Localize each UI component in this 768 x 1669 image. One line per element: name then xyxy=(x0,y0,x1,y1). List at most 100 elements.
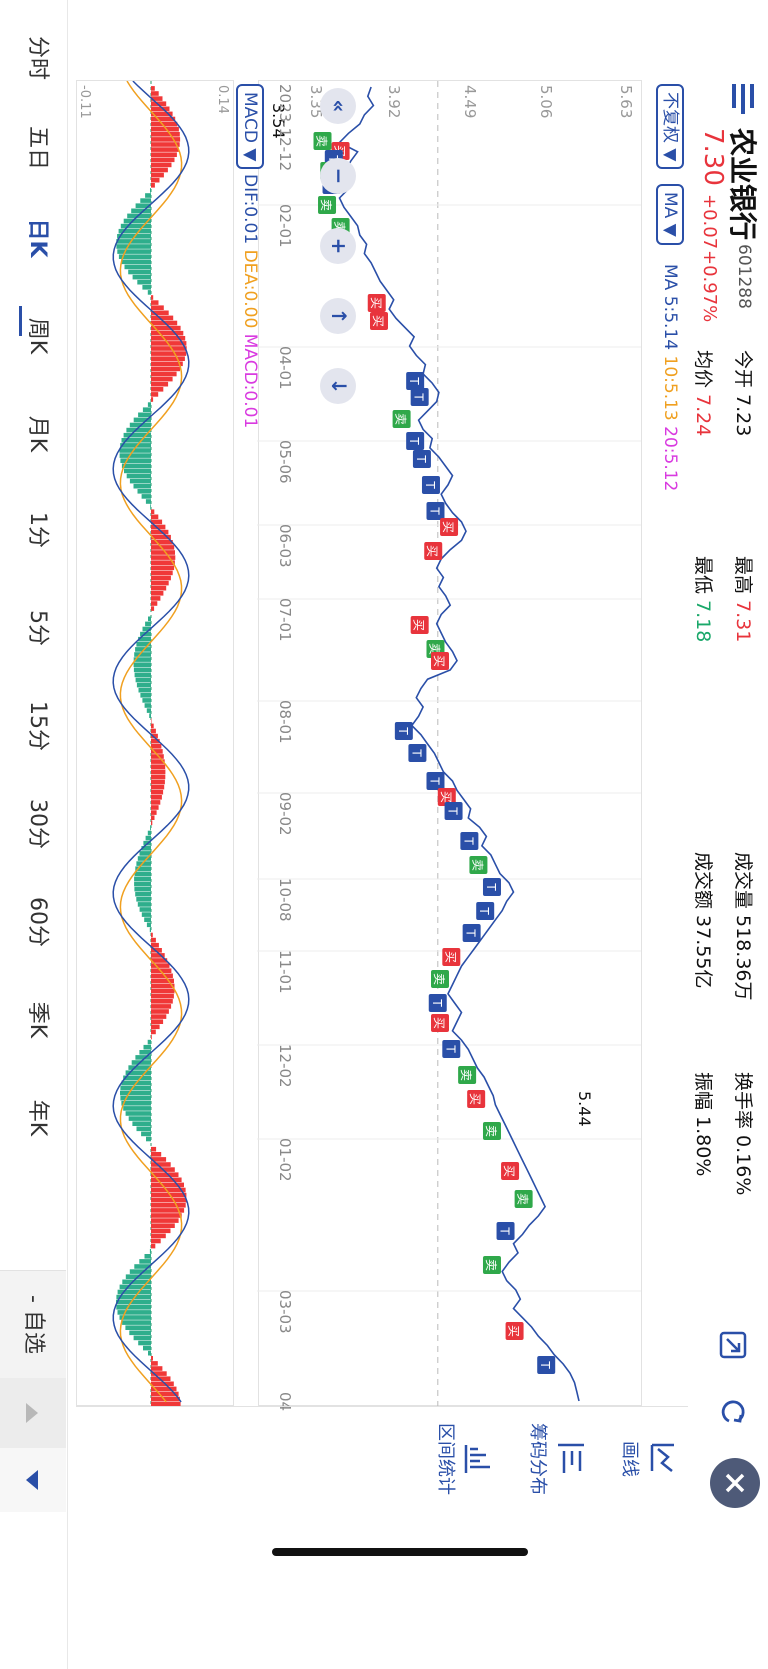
macd-bar xyxy=(151,1361,158,1366)
chip-distribution-icon xyxy=(552,1411,588,1507)
stock-code: 601288 xyxy=(734,244,754,309)
macd-bar xyxy=(116,239,151,244)
range-stats-button[interactable]: 区间统计 xyxy=(434,1411,496,1507)
triangle-up-icon xyxy=(26,1403,38,1423)
macd-bar xyxy=(150,295,154,300)
tab-8[interactable]: 30分 xyxy=(25,799,50,849)
close-button[interactable] xyxy=(710,1458,760,1508)
macd-tick-label: 0.14 xyxy=(215,85,230,114)
next-button[interactable] xyxy=(0,1448,66,1512)
trade-marker-t xyxy=(426,772,445,790)
tab-7[interactable]: 15分 xyxy=(25,701,50,751)
trade-marker-text: 卖 xyxy=(432,973,446,985)
ma5-value: MA 5:5.14 xyxy=(660,264,680,351)
trade-marker-t xyxy=(426,502,445,520)
chip-distribution-button[interactable]: 筹码分布 xyxy=(526,1411,588,1507)
trade-marker-text: 买 xyxy=(432,1017,446,1029)
zoom-out-button[interactable]: − xyxy=(320,158,356,194)
macd-bar xyxy=(133,483,151,489)
draw-line-icon xyxy=(644,1411,680,1507)
prev-button[interactable] xyxy=(0,1378,66,1448)
macd-values: DIF:0.01 DEA:0.00 MACD:0.01 xyxy=(240,174,260,428)
kline-chart-area[interactable]: 5.635.064.493.923.353.545.44卖买T卖T卖卖买买TT卖… xyxy=(257,80,642,1407)
price-chart: 5.635.064.493.923.353.545.44卖买T卖T卖卖买买TT卖… xyxy=(257,81,641,1407)
macd-bar xyxy=(133,657,151,662)
tab-11[interactable]: 年K xyxy=(25,1099,50,1137)
macd-bar xyxy=(142,285,151,290)
macd-bar xyxy=(151,1228,171,1234)
macd-bar xyxy=(147,290,151,295)
tab-9[interactable]: 60分 xyxy=(25,897,50,947)
macd-bar xyxy=(150,1019,164,1025)
macd-bar xyxy=(150,91,159,96)
macd-bar xyxy=(150,371,177,377)
expand-left-icon[interactable]: « xyxy=(320,88,356,124)
scroll-down-button[interactable]: ↓ xyxy=(320,368,356,404)
scroll-up-button[interactable]: ↑ xyxy=(320,298,356,334)
stat-label: 换手率 xyxy=(732,1072,754,1130)
macd-bar xyxy=(129,478,151,484)
macd-bar xyxy=(125,1325,151,1331)
trade-marker-text: T xyxy=(423,480,437,489)
macd-bar xyxy=(151,172,164,178)
tab-3[interactable]: 周K xyxy=(25,317,50,355)
macd-bar xyxy=(150,504,151,509)
macd-bar xyxy=(117,249,151,254)
tab-4[interactable]: 月K xyxy=(25,415,50,453)
watchlist-button[interactable]: - 自选 xyxy=(0,1270,66,1378)
trade-marker-text: 买 xyxy=(502,1165,516,1177)
tab-5[interactable]: 1分 xyxy=(25,512,50,548)
tab-6[interactable]: 5分 xyxy=(25,610,50,646)
macd-dropdown[interactable]: MACD ▼ xyxy=(236,84,264,170)
macd-bar xyxy=(138,1340,151,1346)
macd-bar xyxy=(118,228,151,234)
macd-bar xyxy=(150,784,165,790)
trade-marker-text: 买 xyxy=(439,791,453,803)
macd-chart-area[interactable]: 0.14 -0.11 xyxy=(76,80,234,1407)
macd-bar xyxy=(151,121,178,127)
range-stats-icon xyxy=(460,1411,496,1507)
fullscreen-icon[interactable] xyxy=(718,1330,748,1360)
trade-marker-buy xyxy=(442,948,461,966)
x-tick-label: 12-02 xyxy=(276,1044,294,1088)
menu-icon[interactable] xyxy=(730,84,756,114)
adjust-dropdown[interactable]: 不复权 ▼ xyxy=(656,84,684,170)
trade-marker-t xyxy=(482,878,501,896)
macd-bar xyxy=(150,397,154,402)
tab-0[interactable]: 分时 xyxy=(25,35,50,80)
ma-dropdown[interactable]: MA ▼ xyxy=(656,184,684,245)
trade-marker-text: T xyxy=(464,928,478,937)
tab-10[interactable]: 季K xyxy=(25,1001,50,1039)
macd-bar xyxy=(151,336,186,341)
macd-bar xyxy=(151,815,155,821)
draw-line-button[interactable]: 画线 xyxy=(618,1411,680,1507)
tab-1[interactable]: 五日 xyxy=(25,125,50,170)
y-tick-label: 3.92 xyxy=(385,85,403,118)
macd-tick-label: -0.11 xyxy=(77,85,92,119)
macd-bar xyxy=(151,86,155,91)
macd-bar xyxy=(146,1136,151,1142)
stat-5: 成交额 37.55亿 xyxy=(691,852,718,988)
x-tick-label: 2023-12-12 xyxy=(276,84,294,172)
macd-bar xyxy=(148,1350,151,1356)
macd-bar xyxy=(150,606,155,611)
macd-bar xyxy=(150,147,179,152)
tab-2[interactable]: 日K xyxy=(25,218,50,258)
macd-bar xyxy=(141,912,151,917)
macd-bar xyxy=(136,682,151,688)
dif-value: DIF:0.01 xyxy=(240,174,260,245)
macd-bar xyxy=(140,198,151,203)
macd-bar xyxy=(151,330,184,336)
macd-bar xyxy=(143,1345,151,1351)
trade-marker-sell xyxy=(313,132,332,150)
macd-bar xyxy=(150,376,173,382)
trade-marker-text: T xyxy=(443,1044,457,1053)
macd-bar xyxy=(116,244,151,249)
x-tick-label: 09-02 xyxy=(276,792,294,836)
low-annotation: 3.54 xyxy=(269,103,288,139)
stat-label: 成交额 xyxy=(692,852,714,910)
stat-6: 换手率 0.16% xyxy=(731,1072,758,1195)
zoom-in-button[interactable]: + xyxy=(320,228,356,264)
refresh-icon[interactable] xyxy=(718,1396,748,1426)
